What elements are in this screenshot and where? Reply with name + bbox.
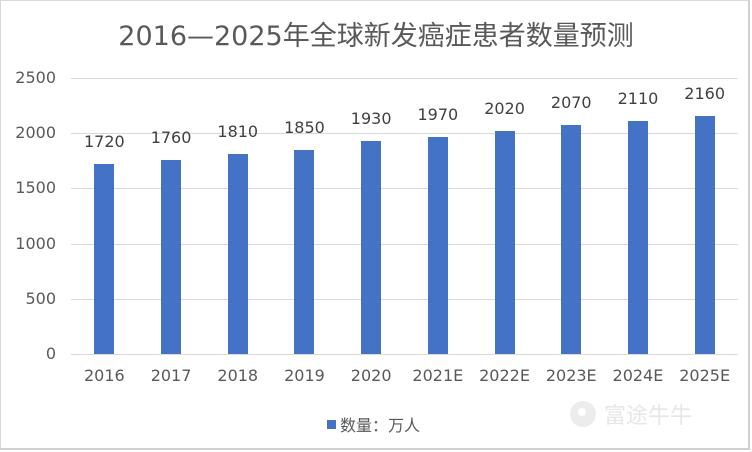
data-label: 2070	[550, 93, 592, 113]
y-tick-label: 2500	[15, 68, 56, 87]
bar	[361, 140, 382, 354]
x-tick-label: 2021E	[412, 366, 464, 385]
bar	[427, 136, 448, 354]
x-tick-label: 2023E	[545, 366, 597, 385]
data-label: 1760	[150, 127, 192, 147]
y-tick-label: 500	[25, 288, 56, 308]
data-label: 1930	[350, 108, 392, 128]
data-label: 1720	[83, 132, 125, 152]
bar	[694, 115, 715, 354]
futu-logo-icon	[570, 401, 596, 427]
gridline	[71, 133, 738, 135]
x-tick-label: 2020	[350, 366, 392, 385]
watermark: 富途牛牛	[570, 398, 692, 430]
x-tick-label: 2025E	[679, 366, 731, 385]
data-label: 2110	[617, 89, 659, 109]
x-tick-label: 2018	[217, 366, 259, 385]
gridline	[71, 243, 738, 245]
data-label: 2160	[684, 83, 725, 103]
y-tick-label: 1500	[15, 178, 56, 198]
data-label: 1970	[417, 104, 459, 124]
data-label: 2020	[484, 98, 525, 118]
bar	[294, 149, 315, 354]
data-label: 1850	[284, 117, 325, 137]
legend-label: 数量：万人	[340, 416, 421, 435]
x-tick-label: 2016	[83, 366, 125, 385]
legend: 数量：万人	[327, 412, 420, 436]
x-tick-label: 2017	[150, 366, 192, 385]
gridline	[71, 78, 738, 79]
bar	[227, 154, 248, 354]
y-tick-label: 0	[45, 344, 56, 363]
x-tick-label: 2024E	[612, 366, 664, 385]
gridline	[71, 354, 738, 355]
chart-title: 2016—2025年全球新发癌症患者数量预测	[118, 21, 634, 52]
y-tick-label: 2000	[15, 123, 56, 143]
bar	[161, 159, 182, 354]
data-label: 1810	[217, 122, 259, 142]
bar	[94, 164, 115, 354]
bar	[627, 121, 648, 354]
watermark-text: 富途牛牛	[604, 404, 693, 429]
plot-area: 1720 1760 1810 1850 1930 1970 2020 2070 2110 2160	[71, 78, 738, 355]
x-tick-label: 2019	[284, 366, 325, 385]
bar	[494, 130, 515, 354]
x-tick-label: 2022E	[479, 366, 530, 385]
bar	[561, 125, 582, 354]
gridline	[71, 298, 738, 300]
legend-swatch	[327, 419, 336, 429]
y-tick-label: 1000	[15, 233, 56, 253]
gridline	[71, 188, 738, 190]
